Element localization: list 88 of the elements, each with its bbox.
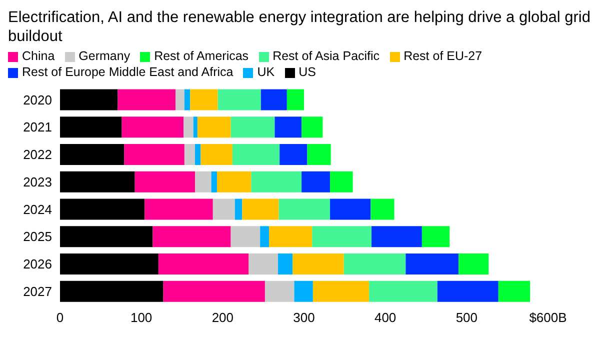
y-tick-label: 2023 — [23, 174, 52, 190]
bar — [294, 280, 313, 302]
y-tick-label: 2021 — [23, 120, 52, 135]
bar — [195, 171, 212, 192]
bar — [251, 171, 302, 192]
y-tick-label: 2025 — [23, 229, 52, 244]
y-tick-label: 2027 — [23, 284, 52, 299]
bar — [437, 280, 498, 302]
bar — [190, 89, 218, 110]
bar — [406, 254, 459, 275]
bar — [60, 171, 135, 192]
legend-label: UK — [257, 65, 275, 79]
bar — [184, 116, 194, 138]
bar — [158, 254, 249, 275]
bar — [60, 280, 164, 302]
legend-label: US — [298, 65, 316, 79]
bar — [260, 226, 270, 248]
legend-label: Germany — [78, 49, 130, 63]
bar — [292, 254, 344, 275]
x-tick-label: 0 — [56, 310, 64, 326]
bar — [124, 144, 184, 166]
bar — [269, 226, 312, 248]
bar — [193, 116, 198, 138]
bar — [312, 226, 372, 248]
bar — [175, 89, 184, 110]
bar — [60, 144, 124, 166]
y-tick-label: 2024 — [23, 202, 52, 217]
bar — [330, 171, 353, 192]
x-tick-label: 200 — [212, 310, 234, 326]
legend-label: Rest of Asia Pacific — [272, 49, 380, 63]
bar — [234, 198, 242, 220]
bar — [197, 116, 231, 138]
bar — [330, 198, 371, 220]
bar — [280, 144, 308, 166]
bar — [286, 89, 304, 110]
bar — [264, 280, 294, 302]
bar — [278, 254, 293, 275]
bar — [60, 254, 158, 275]
bar — [230, 116, 275, 138]
bar — [232, 144, 280, 166]
legend-label: Rest of Europe Middle East and Africa — [22, 65, 234, 79]
x-tick-label: 300 — [293, 310, 315, 326]
bar — [242, 198, 279, 220]
y-tick-label: 2026 — [23, 256, 52, 272]
bar — [60, 116, 122, 138]
bar — [134, 171, 196, 192]
bar — [195, 144, 201, 166]
bar — [184, 89, 190, 110]
bar — [302, 171, 330, 192]
bar — [369, 280, 438, 302]
x-tick-label: 500 — [456, 310, 478, 326]
bar — [312, 280, 370, 302]
bar — [302, 116, 323, 138]
legend-label: Rest of Americas — [154, 49, 249, 63]
bar — [216, 171, 252, 192]
bar — [122, 116, 184, 138]
bar — [200, 144, 232, 166]
bar — [211, 171, 217, 192]
bar — [278, 198, 330, 220]
legend-label: Rest of EU-27 — [404, 49, 482, 63]
bar — [274, 116, 302, 138]
bar — [212, 198, 235, 220]
bar — [152, 226, 231, 248]
y-tick-label: 2022 — [23, 147, 52, 162]
bar — [118, 89, 176, 110]
bar — [248, 254, 278, 275]
bar — [458, 254, 489, 275]
bar — [307, 144, 331, 166]
x-tick-label: $600B — [529, 310, 567, 326]
x-tick-label: 400 — [374, 310, 396, 326]
bar — [163, 280, 265, 302]
bar — [498, 280, 530, 302]
legend-label: China — [22, 49, 55, 63]
bar — [184, 144, 196, 166]
bar — [422, 226, 450, 248]
chart-title: Electrification, AI and the renewable energy integration are helping drive a global grid buildout — [8, 8, 592, 46]
bar — [230, 226, 260, 248]
y-tick-label: 2020 — [23, 92, 52, 108]
bar — [218, 89, 261, 110]
bar — [60, 226, 153, 248]
bar — [344, 254, 406, 275]
bar — [60, 198, 145, 220]
bar — [370, 198, 394, 220]
bar — [144, 198, 213, 220]
bar — [60, 89, 118, 110]
bar — [372, 226, 422, 248]
bar — [260, 89, 287, 110]
x-tick-label: 100 — [130, 310, 152, 326]
